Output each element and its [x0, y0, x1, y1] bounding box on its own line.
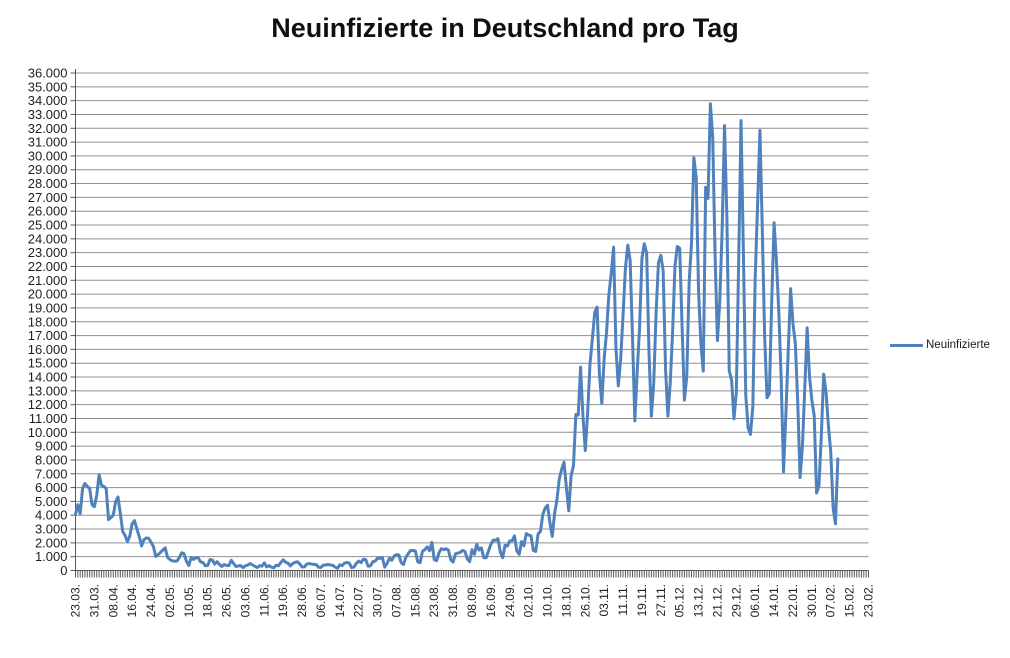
y-axis-tick-label: 12.000: [28, 397, 68, 412]
x-axis-tick-label: 02.10.: [522, 584, 536, 617]
x-axis-tick-label: 03.11.: [597, 584, 611, 616]
y-axis-tick-label: 11.000: [29, 411, 68, 426]
x-axis-tick-label: 19.06.: [276, 584, 290, 617]
y-axis-tick-label: 4.000: [35, 508, 68, 523]
x-axis-tick-label: 31.08.: [446, 584, 460, 617]
x-axis-tick-label: 23.02.: [862, 584, 876, 617]
x-axis-tick-label: 06.01.: [748, 584, 762, 617]
x-axis-tick-label: 19.11.: [635, 584, 649, 616]
y-axis-tick-label: 27.000: [28, 190, 68, 205]
x-axis-tick-label: 05.12.: [673, 584, 687, 617]
y-axis-tick-label: 28.000: [28, 176, 68, 191]
y-axis-tick-label: 35.000: [28, 79, 68, 94]
y-axis-tick-label: 16.000: [28, 342, 68, 357]
y-axis-tick-label: 34.000: [28, 93, 68, 108]
x-axis-tick-label: 21.12.: [710, 584, 724, 617]
y-axis-tick-label: 1.000: [35, 549, 68, 564]
x-axis-tick-label: 23.03.: [69, 584, 83, 617]
x-axis-tick-label: 30.07.: [371, 584, 385, 617]
x-axis-tick-label: 29.12.: [729, 584, 743, 617]
y-axis-tick-label: 10.000: [28, 425, 68, 440]
y-axis-tick-label: 7.000: [35, 466, 68, 481]
x-axis-tick-label: 31.03.: [87, 584, 101, 617]
x-axis-tick-label: 26.10.: [578, 584, 592, 617]
y-axis-tick-label: 29.000: [28, 162, 68, 177]
x-axis-tick-label: 08.09.: [465, 584, 479, 617]
x-axis-tick-label: 28.06.: [295, 584, 309, 617]
y-axis-tick-label: 2.000: [35, 535, 68, 550]
y-axis-tick-label: 20.000: [28, 287, 68, 302]
y-axis-tick-label: 30.000: [28, 148, 68, 163]
y-axis-tick-label: 33.000: [28, 107, 68, 122]
y-axis-tick-label: 6.000: [35, 480, 68, 495]
x-axis-tick-label: 07.02.: [824, 584, 838, 617]
chart-title: Neuinfizierte in Deutschland pro Tag: [271, 13, 739, 43]
y-axis-tick-label: 19.000: [28, 300, 68, 315]
x-axis-tick-label: 15.02.: [843, 584, 857, 617]
y-axis-tick-label: 0: [60, 563, 67, 578]
x-axis-tick-label: 06.07.: [314, 584, 328, 617]
y-axis-tick-label: 9.000: [35, 439, 68, 454]
x-axis-tick-label: 18.05.: [201, 584, 215, 617]
x-axis-tick-label: 11.11.: [616, 584, 630, 616]
y-axis-tick-label: 22.000: [28, 259, 68, 274]
y-axis-tick-label: 25.000: [28, 218, 68, 233]
x-axis-tick-label: 27.11.: [654, 584, 668, 616]
y-axis-tick-label: 13.000: [28, 383, 68, 398]
x-axis-tick-label: 23.08.: [427, 584, 441, 617]
y-axis-tick-label: 24.000: [28, 231, 68, 246]
y-axis-tick-label: 23.000: [28, 245, 68, 260]
x-axis-tick-label: 18.10.: [559, 584, 573, 617]
x-axis-tick-label: 22.07.: [352, 584, 366, 617]
y-axis-tick-label: 18.000: [28, 314, 68, 329]
x-axis-tick-label: 11.06.: [257, 584, 271, 616]
y-axis-tick-label: 3.000: [35, 522, 68, 537]
x-axis-tick-label: 22.01.: [786, 584, 800, 617]
y-axis-tick-label: 15.000: [28, 356, 68, 371]
x-axis-tick-label: 24.09.: [503, 584, 517, 617]
y-axis-tick-label: 8.000: [35, 452, 68, 467]
y-axis-tick-label: 32.000: [28, 121, 68, 136]
y-axis-tick-label: 26.000: [28, 204, 68, 219]
legend-label: Neuinfizierte: [926, 339, 990, 351]
x-axis-tick-label: 02.05.: [163, 584, 177, 617]
legend: Neuinfizierte: [890, 339, 990, 351]
x-axis-tick-label: 10.05.: [182, 584, 196, 617]
y-axis-tick-label: 14.000: [28, 370, 68, 385]
x-axis-tick-label: 14.01.: [767, 584, 781, 617]
series-line-neuinfizierte: [74, 102, 840, 570]
x-axis-tick-label: 14.07.: [333, 584, 347, 617]
x-axis-tick-label: 26.05.: [220, 584, 234, 617]
x-axis-tick-label: 15.08.: [408, 584, 422, 617]
x-axis-tick-label: 16.09.: [484, 584, 498, 617]
y-axis-tick-label: 36.000: [28, 66, 68, 81]
legend-line-swatch: [890, 343, 923, 347]
x-axis-tick-label: 08.04.: [106, 584, 120, 617]
y-axis-tick-label: 17.000: [28, 328, 68, 343]
x-axis-tick-label: 16.04.: [125, 584, 139, 617]
x-axis-tick-label: 03.06.: [238, 584, 252, 617]
x-axis-tick-label: 13.12.: [692, 584, 706, 617]
x-axis-tick-label: 30.01.: [805, 584, 819, 617]
y-axis-tick-label: 31.000: [28, 135, 68, 150]
x-axis-tick-label: 10.10.: [541, 584, 555, 617]
y-axis-tick-label: 5.000: [35, 494, 68, 509]
x-axis-tick-label: 24.04.: [144, 584, 158, 617]
x-axis-tick-label: 07.08.: [389, 584, 403, 617]
y-axis-tick-label: 21.000: [28, 273, 68, 288]
